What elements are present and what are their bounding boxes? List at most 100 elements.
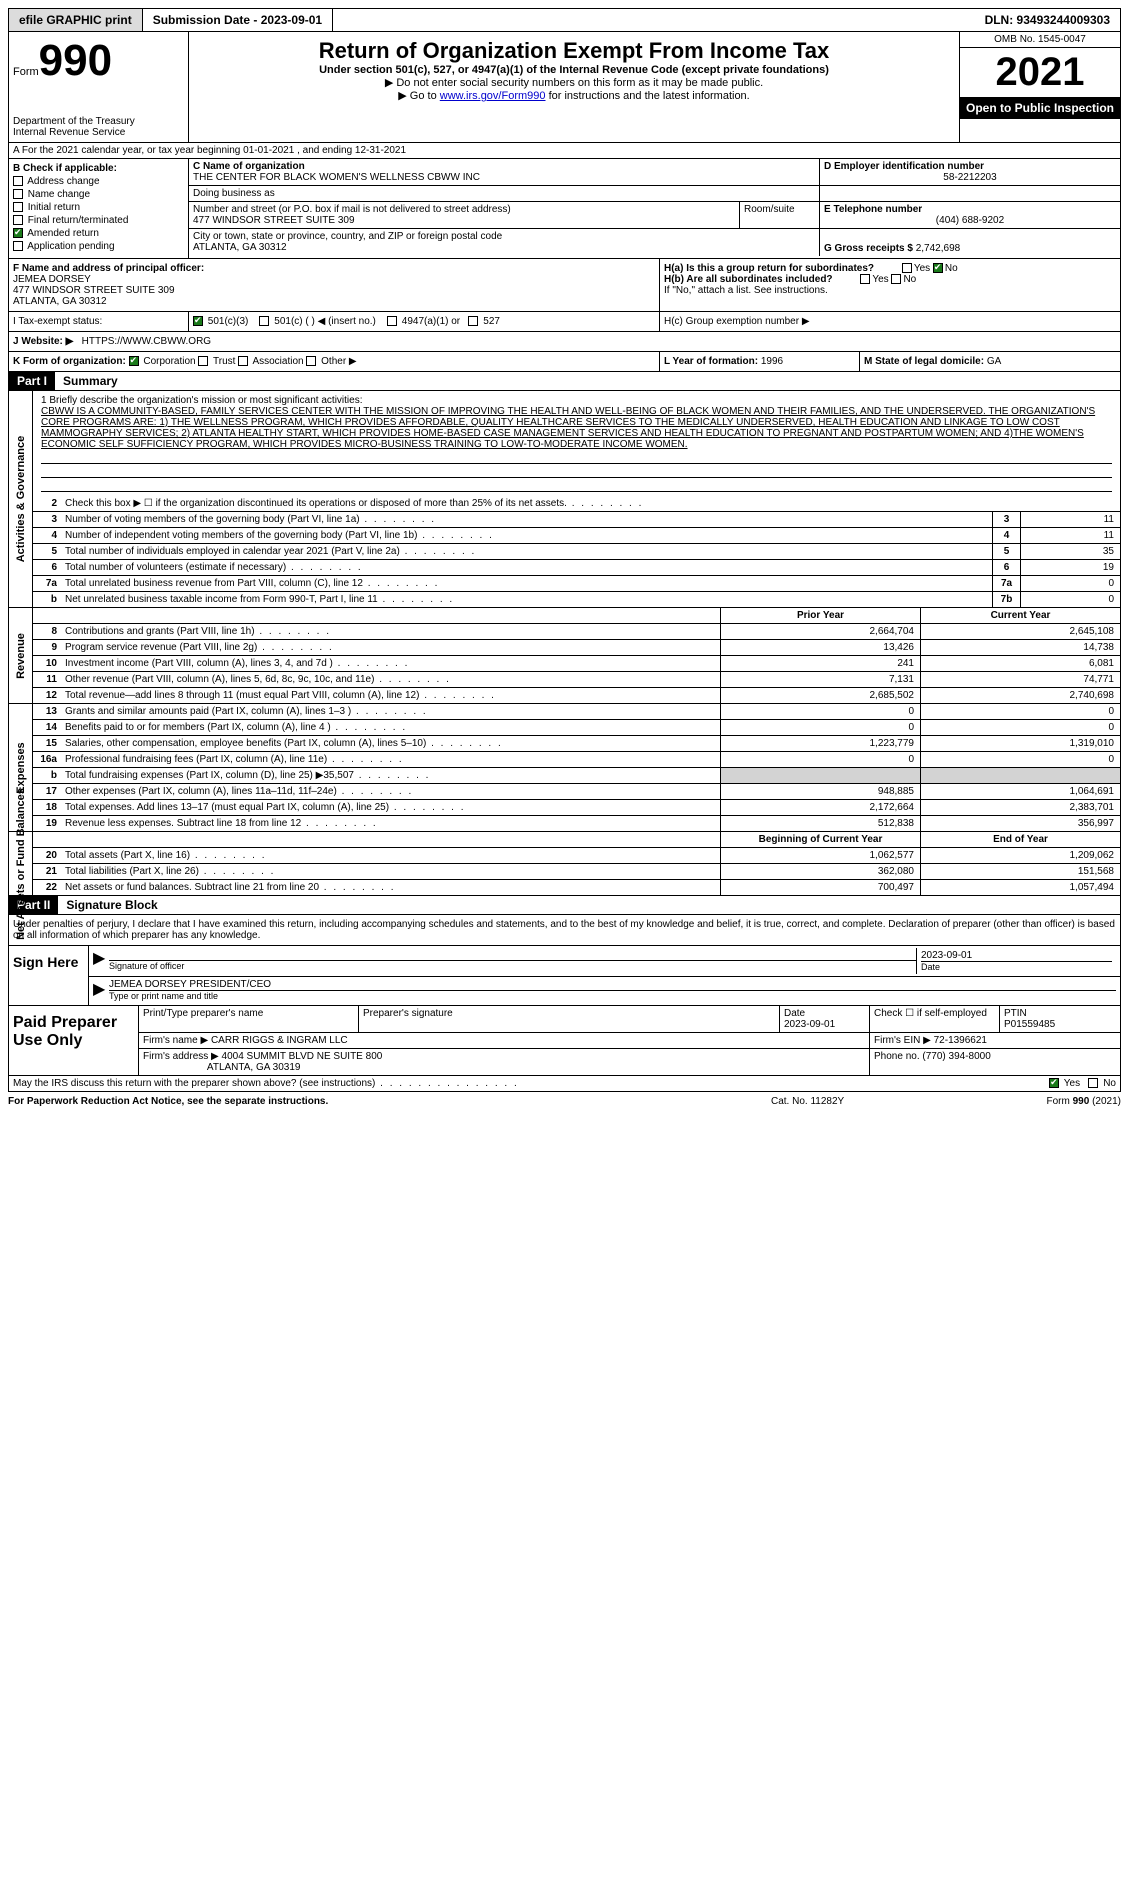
k-association[interactable] [238,356,248,366]
website: HTTPS://WWW.CBWW.ORG [82,336,211,347]
governance-row: 5Total number of individuals employed in… [33,544,1120,560]
ein: 58-2212203 [824,172,1116,183]
firm-addr1: 4004 SUMMIT BLVD NE SUITE 800 [222,1051,383,1062]
firm-phone: (770) 394-8000 [922,1051,990,1062]
financial-row: 20Total assets (Part X, line 16)1,062,57… [33,848,1120,864]
checkbox-initial-return[interactable] [13,202,23,212]
street-address: 477 WINDSOR STREET SUITE 309 [193,215,735,226]
section-hc: H(c) Group exemption number ▶ [660,312,1120,331]
checkbox-application-pending[interactable] [13,241,23,251]
org-name: THE CENTER FOR BLACK WOMEN'S WELLNESS CB… [193,172,815,183]
note-ssn: ▶ Do not enter social security numbers o… [195,76,953,89]
eoy-header: End of Year [920,832,1120,847]
efile-button[interactable]: efile GRAPHIC print [9,9,143,31]
financial-row: 11Other revenue (Part VIII, column (A), … [33,672,1120,688]
cat-no: Cat. No. 11282Y [771,1096,971,1107]
netassets-section: Net Assets or Fund Balances Beginning of… [8,832,1121,896]
financial-row: 9Program service revenue (Part VIII, lin… [33,640,1120,656]
gov-vert-label: Activities & Governance [15,436,27,563]
arrow-icon: ▶ [93,979,109,1003]
dba-label: Doing business as [193,188,815,199]
501c3-checkbox[interactable] [193,316,203,326]
section-klm: K Form of organization: Corporation Trus… [8,352,1121,372]
section-g-label: G Gross receipts $ [824,243,913,254]
section-f-label: F Name and address of principal officer: [13,263,655,274]
officer-signed-name: JEMEA DORSEY PRESIDENT/CEO [109,979,1116,990]
financial-row: bTotal fundraising expenses (Part IX, co… [33,768,1120,784]
4947-checkbox[interactable] [387,316,397,326]
financial-row: 22Net assets or fund balances. Subtract … [33,880,1120,895]
sign-here-label: Sign Here [9,946,89,1005]
dln: DLN: 93493244009303 [975,9,1120,31]
discuss-no[interactable] [1088,1078,1098,1088]
financial-row: 10Investment income (Part VIII, column (… [33,656,1120,672]
section-b: B Check if applicable: Address change Na… [9,159,189,258]
checkbox-address-change[interactable] [13,176,23,186]
page-footer: For Paperwork Reduction Act Notice, see … [8,1092,1121,1111]
paid-preparer-label: Paid Preparer Use Only [9,1006,139,1075]
irs-link[interactable]: www.irs.gov/Form990 [440,90,546,102]
header-grid: B Check if applicable: Address change Na… [8,159,1121,259]
part1-header: Part I Summary [8,372,1121,391]
exp-vert-label: Expenses [15,742,27,793]
form-subtitle: Under section 501(c), 527, or 4947(a)(1)… [195,64,953,76]
part2-header: Part II Signature Block [8,896,1121,915]
checkbox-amended-return[interactable] [13,228,23,238]
arrow-icon: ▶ [93,948,109,974]
state-domicile: GA [987,356,1001,367]
financial-row: 12Total revenue—add lines 8 through 11 (… [33,688,1120,703]
firm-ein: 72-1396621 [934,1035,987,1046]
mission-text: CBWW IS A COMMUNITY-BASED, FAMILY SERVIC… [41,406,1112,450]
hb-no[interactable] [891,274,901,284]
ptin: P01559485 [1004,1019,1055,1030]
section-e-label: E Telephone number [824,204,1116,215]
checkbox-final-return[interactable] [13,215,23,225]
tax-year: 2021 [960,48,1120,97]
section-f-h: F Name and address of principal officer:… [8,259,1121,312]
form-prefix: Form [13,66,39,78]
signature-block: Under penalties of perjury, I declare th… [8,915,1121,1076]
501c-checkbox[interactable] [259,316,269,326]
submission-date: Submission Date - 2023-09-01 [143,9,333,31]
gross-receipts: 2,742,698 [916,243,961,254]
preparer-name-label: Print/Type preparer's name [139,1006,359,1032]
ha-yes[interactable] [902,263,912,273]
governance-row: bNet unrelated business taxable income f… [33,592,1120,607]
k-corporation[interactable] [129,356,139,366]
self-employed-check[interactable]: Check ☐ if self-employed [870,1006,1000,1032]
financial-row: 17Other expenses (Part IX, column (A), l… [33,784,1120,800]
discuss-yes[interactable] [1049,1078,1059,1088]
financial-row: 15Salaries, other compensation, employee… [33,736,1120,752]
firm-name: CARR RIGGS & INGRAM LLC [211,1035,348,1046]
preparer-sig-label: Preparer's signature [359,1006,780,1032]
ha-no[interactable] [933,263,943,273]
k-trust[interactable] [198,356,208,366]
open-public-badge: Open to Public Inspection [960,97,1120,119]
room-label: Room/suite [740,202,820,228]
discuss-row: May the IRS discuss this return with the… [8,1076,1121,1092]
checkbox-name-change[interactable] [13,189,23,199]
527-checkbox[interactable] [468,316,478,326]
penalty-text: Under penalties of perjury, I declare th… [9,915,1120,945]
form-footer-label: Form 990 (2021) [971,1096,1121,1107]
net-vert-label: Net Assets or Fund Balances [15,788,27,940]
paperwork-notice: For Paperwork Reduction Act Notice, see … [8,1096,771,1107]
prior-year-header: Prior Year [720,608,920,623]
financial-row: 21Total liabilities (Part X, line 26)362… [33,864,1120,880]
k-other[interactable] [306,356,316,366]
revenue-section: Revenue Prior Year Current Year 8Contrib… [8,608,1121,704]
addr-label: Number and street (or P.O. box if mail i… [193,204,735,215]
preparer-date: 2023-09-01 [784,1019,835,1030]
governance-row: 3Number of voting members of the governi… [33,512,1120,528]
form-number: 990 [39,36,112,85]
governance-row: 7aTotal unrelated business revenue from … [33,576,1120,592]
dept-label: Department of the Treasury [13,116,184,127]
form-header: Form990 Department of the Treasury Inter… [8,32,1121,143]
form-title: Return of Organization Exempt From Incom… [195,38,953,64]
hb-yes[interactable] [860,274,870,284]
sign-date: 2023-09-01 [921,950,1112,961]
firm-addr2: ATLANTA, GA 30319 [207,1062,301,1073]
governance-row: 4Number of independent voting members of… [33,528,1120,544]
section-a: A For the 2021 calendar year, or tax yea… [8,143,1121,159]
expenses-section: Expenses 13Grants and similar amounts pa… [8,704,1121,832]
